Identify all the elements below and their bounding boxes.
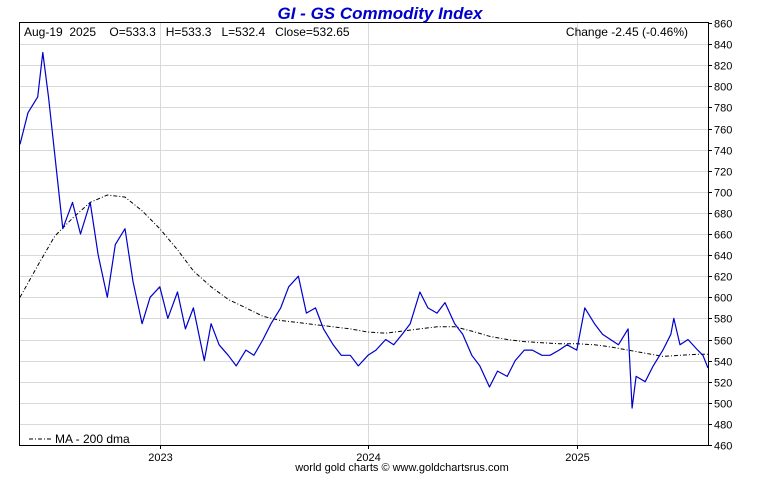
y-tick-label: 680 (714, 209, 732, 221)
price-line (19, 51, 709, 409)
y-tick-label: 740 (714, 146, 732, 158)
y-tick-label: 500 (714, 399, 732, 411)
y-tick-label: 620 (714, 272, 732, 284)
y-tick-label: 860 (714, 19, 732, 31)
y-axis: 460 480 500 520 540 560 580 600 620 640 660 680 700 7… (708, 19, 732, 453)
y-tick-label: 600 (714, 293, 732, 305)
y-tick-label: 560 (714, 336, 732, 348)
x-tick-label: 2025 (565, 452, 589, 464)
y-tick-label: 720 (714, 167, 732, 179)
grid (20, 23, 708, 445)
y-tick-label: 800 (714, 82, 732, 94)
legend: MA - 200 dma (29, 432, 130, 446)
y-tick-label: 460 (714, 441, 732, 453)
ohlc-readout: Aug-19 2025 O=533.3 H=533.3 L=532.4 Clos… (24, 25, 350, 39)
price-series (19, 51, 709, 409)
x-axis: 2023 2024 2025 (148, 445, 590, 464)
y-tick-label: 480 (714, 420, 732, 432)
y-tick-label: 700 (714, 188, 732, 200)
y-tick-label: 660 (714, 230, 732, 242)
y-tick-label: 640 (714, 251, 732, 263)
y-tick-label: 820 (714, 61, 732, 73)
y-tick-label: 580 (714, 314, 732, 326)
y-tick-label: 520 (714, 378, 732, 390)
chart-footer: world gold charts © www.goldchartsrus.co… (294, 462, 509, 474)
change-readout: Change -2.45 (-0.46%) (566, 25, 688, 39)
y-tick-label: 760 (714, 125, 732, 137)
x-tick-label: 2024 (356, 452, 380, 464)
x-tick-label: 2023 (148, 452, 172, 464)
chart-title: GI - GS Commodity Index (278, 4, 485, 23)
legend-label: MA - 200 dma (55, 432, 130, 446)
y-tick-label: 540 (714, 357, 732, 369)
y-tick-label: 780 (714, 103, 732, 115)
y-tick-label: 840 (714, 40, 732, 52)
